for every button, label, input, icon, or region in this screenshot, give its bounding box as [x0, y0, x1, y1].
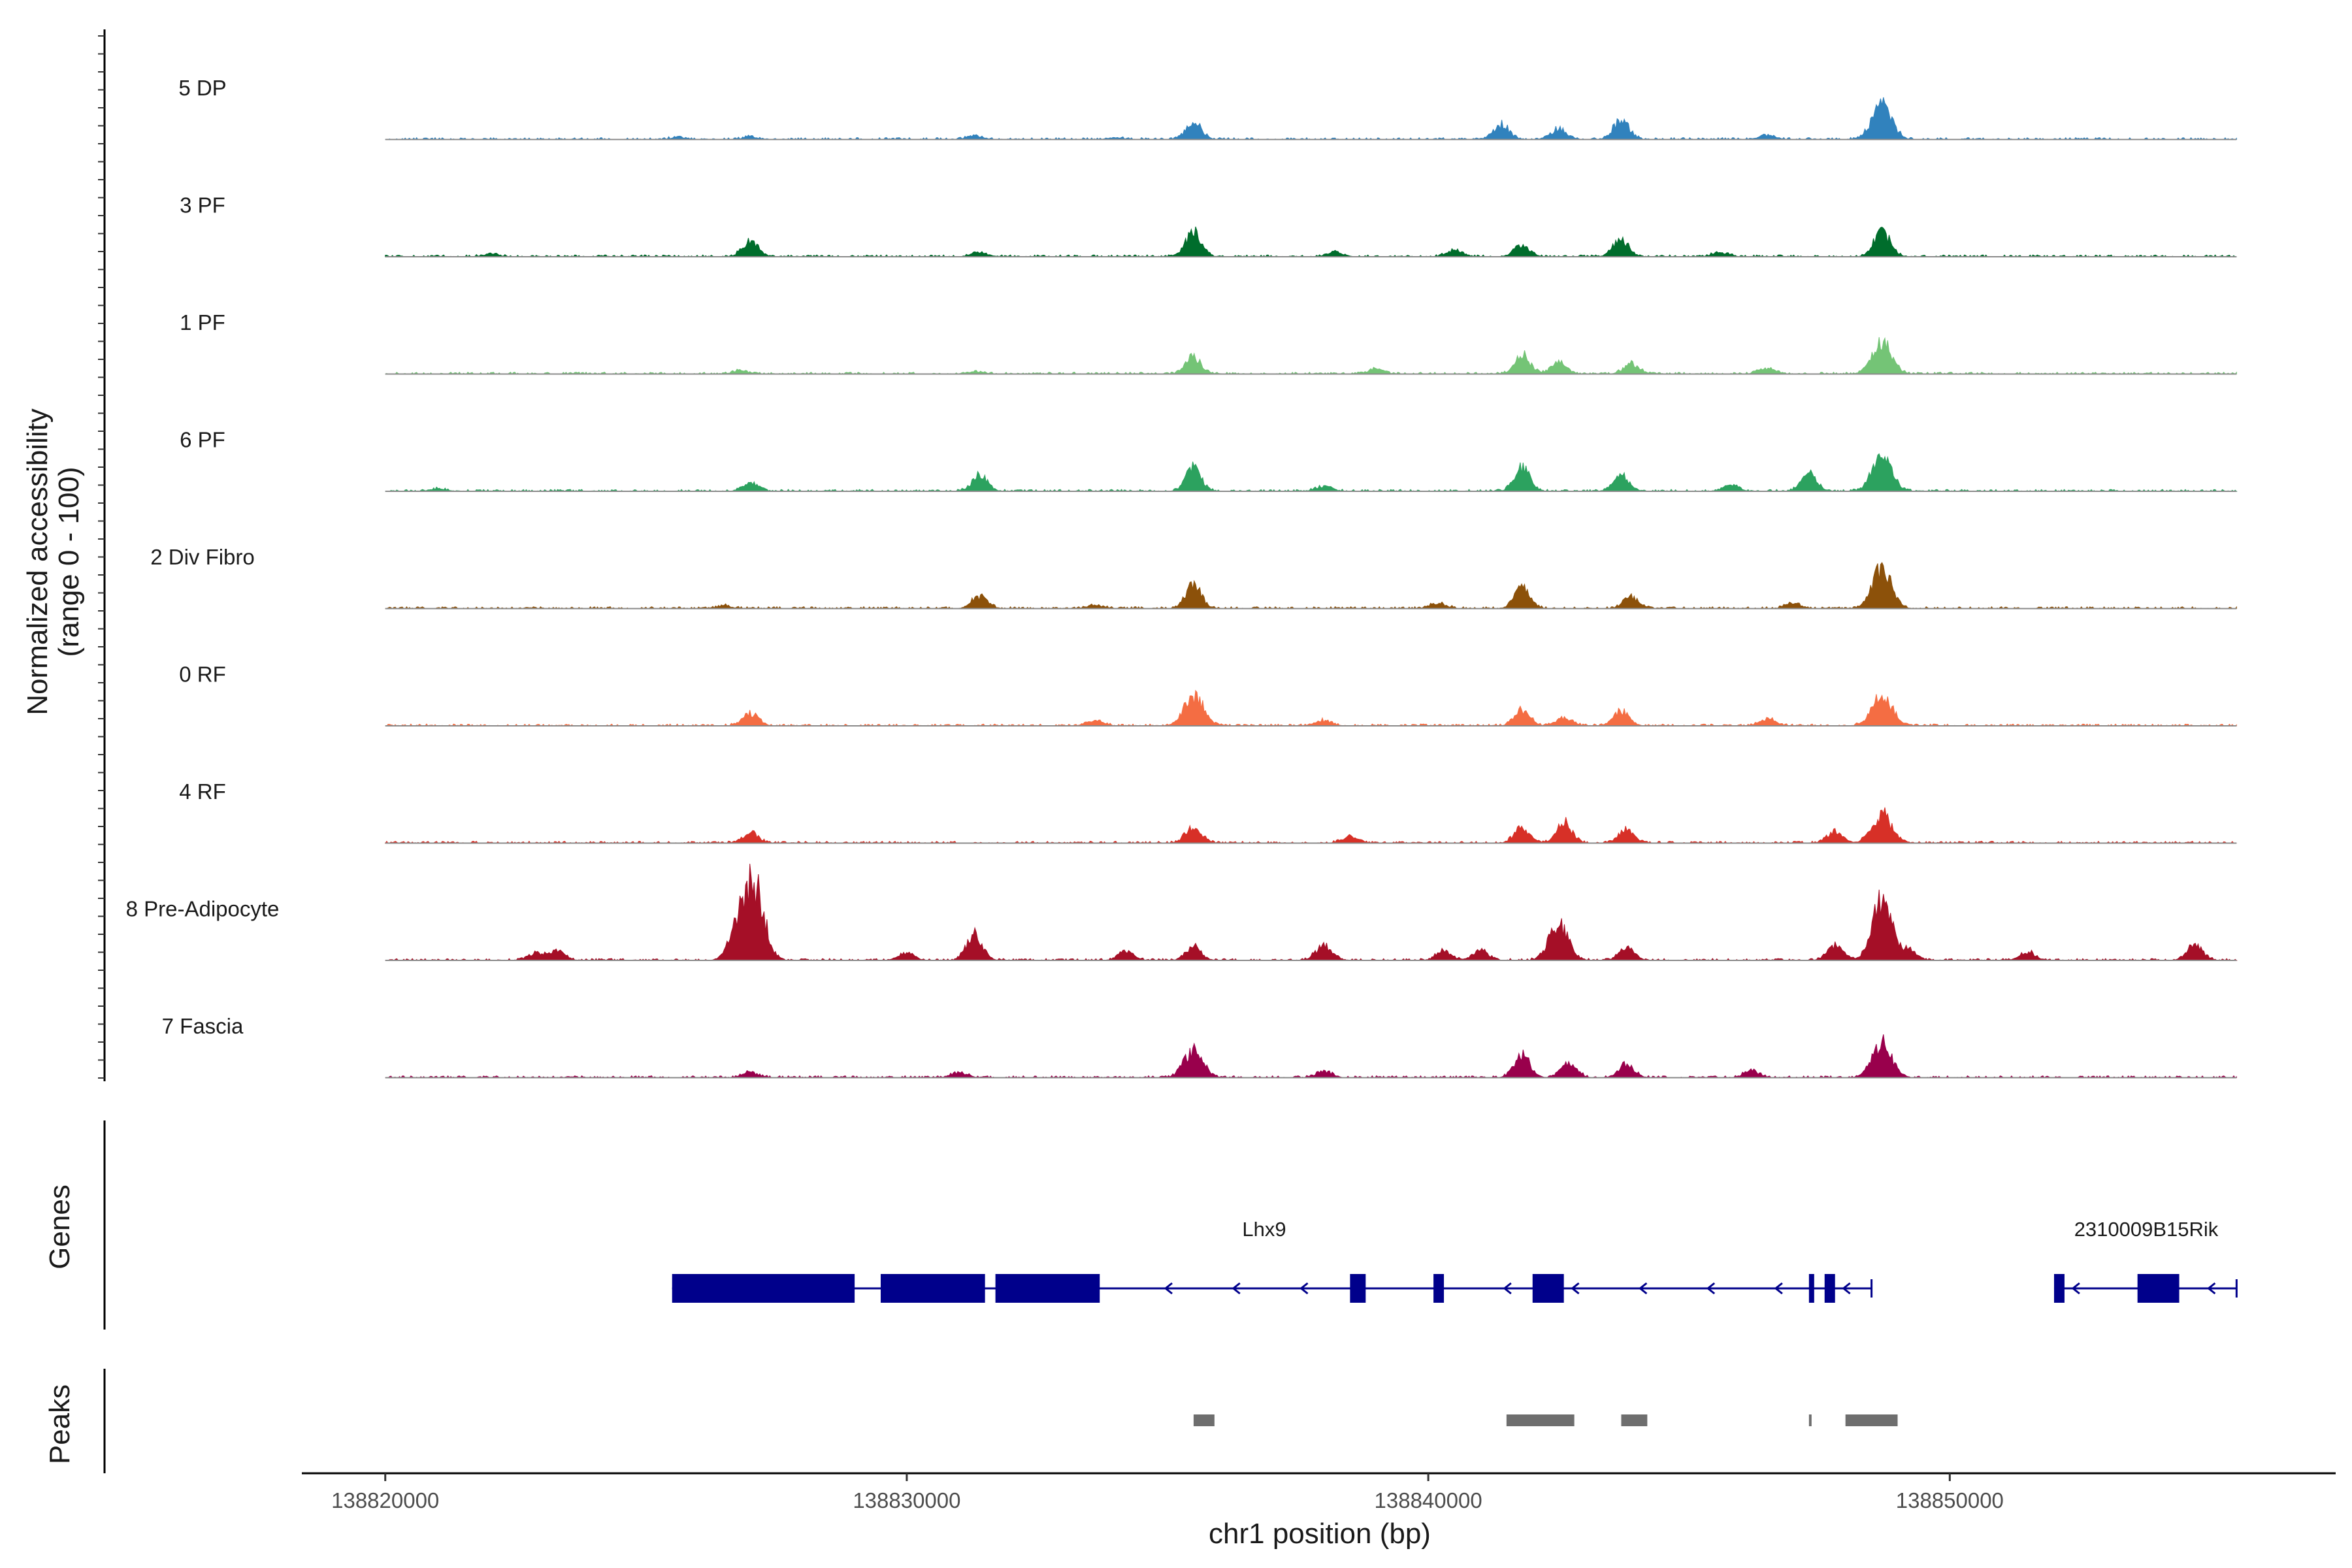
strand-arrow — [1842, 1282, 1851, 1295]
peak-region — [1193, 1414, 1215, 1426]
strand-arrow — [1571, 1282, 1580, 1295]
strand-arrow — [1299, 1282, 1309, 1295]
strand-arrow — [1706, 1282, 1716, 1295]
peaks-panel-label: Peaks — [44, 1384, 76, 1464]
peaks-panel-title: Peaks — [44, 1384, 76, 1464]
x-tick-label: 138820000 — [331, 1488, 439, 1512]
strand-arrow — [1164, 1282, 1173, 1295]
gene-name-label: Lhx9 — [1242, 1218, 1286, 1241]
track-label: 2 Div Fibro — [150, 545, 255, 569]
coverage-signal — [385, 864, 2238, 961]
gene-exon — [1824, 1274, 1835, 1303]
coverage-track: 3 PF — [180, 193, 2237, 257]
gene-exon — [1808, 1274, 1814, 1303]
y-axis-title-line1: Normalized accessibility — [22, 408, 54, 715]
coverage-track: 6 PF — [180, 428, 2238, 492]
gene-exon — [1350, 1274, 1366, 1303]
strand-arrow — [1638, 1282, 1648, 1295]
track-label: 7 Fascia — [162, 1014, 244, 1038]
coverage-tracks: 5 DP 3 PF 1 PF 6 PF 2 Div Fibro 0 RF 4 RF 8 Pre… — [126, 76, 2238, 1079]
coverage-signal — [385, 453, 2238, 492]
coverage-signal — [385, 226, 2237, 257]
strand-arrow — [2071, 1282, 2080, 1295]
track-label: 8 Pre-Adipocyte — [126, 897, 280, 921]
gene-model: Lhx9 — [672, 1218, 1873, 1303]
gene-name-label: 2310009B15Rik — [2074, 1218, 2219, 1241]
coverage-track: 5 DP — [178, 76, 2237, 140]
strand-arrow — [1774, 1282, 1783, 1295]
x-tick-label: 138840000 — [1375, 1488, 1482, 1512]
coverage-signal — [384, 807, 2237, 844]
y-axis-title-line2: (range 0 - 100) — [53, 466, 85, 657]
gene-exon — [672, 1274, 855, 1303]
coverage-track: 2 Div Fibro — [150, 545, 2237, 610]
gene-annotation-track: Lhx9 2310009B15Rik — [672, 1218, 2238, 1303]
peak-region — [1506, 1414, 1575, 1426]
peak-region — [1845, 1414, 1898, 1426]
gene-exon — [995, 1274, 1100, 1303]
track-label: 6 PF — [180, 428, 225, 452]
coverage-track: 8 Pre-Adipocyte — [126, 864, 2238, 961]
x-tick-label: 138830000 — [853, 1488, 960, 1512]
coverage-signal — [385, 562, 2237, 610]
coverage-track: 4 RF — [179, 779, 2237, 844]
coverage-signal — [385, 336, 2237, 375]
coverage-track: 1 PF — [180, 310, 2237, 375]
y-axis-title: Normalized accessibility — [22, 408, 54, 715]
coverage-signal — [385, 97, 2237, 140]
peak-region — [1808, 1414, 1812, 1426]
gene-exon — [2053, 1274, 2065, 1303]
gene-exon — [1433, 1274, 1445, 1303]
peak-region — [1621, 1414, 1648, 1426]
track-label: 0 RF — [179, 662, 226, 687]
strand-arrow — [1503, 1282, 1512, 1295]
gene-model: 2310009B15Rik — [2053, 1218, 2238, 1303]
x-axis-title: chr1 position (bp) — [1209, 1518, 1431, 1550]
x-axis: 138820000 138830000 138840000 138850000 — [302, 1472, 2336, 1512]
strand-arrow — [1232, 1282, 1241, 1295]
track-label: 3 PF — [180, 193, 225, 218]
genes-panel-title: Genes — [44, 1184, 76, 1269]
track-label: 4 RF — [179, 779, 226, 804]
coverage-track: 0 RF — [179, 662, 2237, 727]
coverage-signal — [385, 689, 2237, 727]
coverage-signal — [385, 1034, 2237, 1079]
gene-exon — [1532, 1274, 1564, 1303]
strand-arrow — [2207, 1282, 2216, 1295]
coverage-track: 7 Fascia — [162, 1014, 2237, 1079]
genes-panel-label: Genes — [44, 1184, 76, 1269]
x-tick-label: 138850000 — [1896, 1488, 2004, 1512]
gene-exon — [2137, 1274, 2180, 1303]
track-label: 1 PF — [180, 310, 225, 335]
gene-exon — [881, 1274, 985, 1303]
track-label: 5 DP — [178, 76, 226, 100]
peaks-track — [1193, 1414, 1898, 1426]
y-axis-title-2: (range 0 - 100) — [53, 466, 85, 657]
left-axes — [98, 29, 106, 1473]
